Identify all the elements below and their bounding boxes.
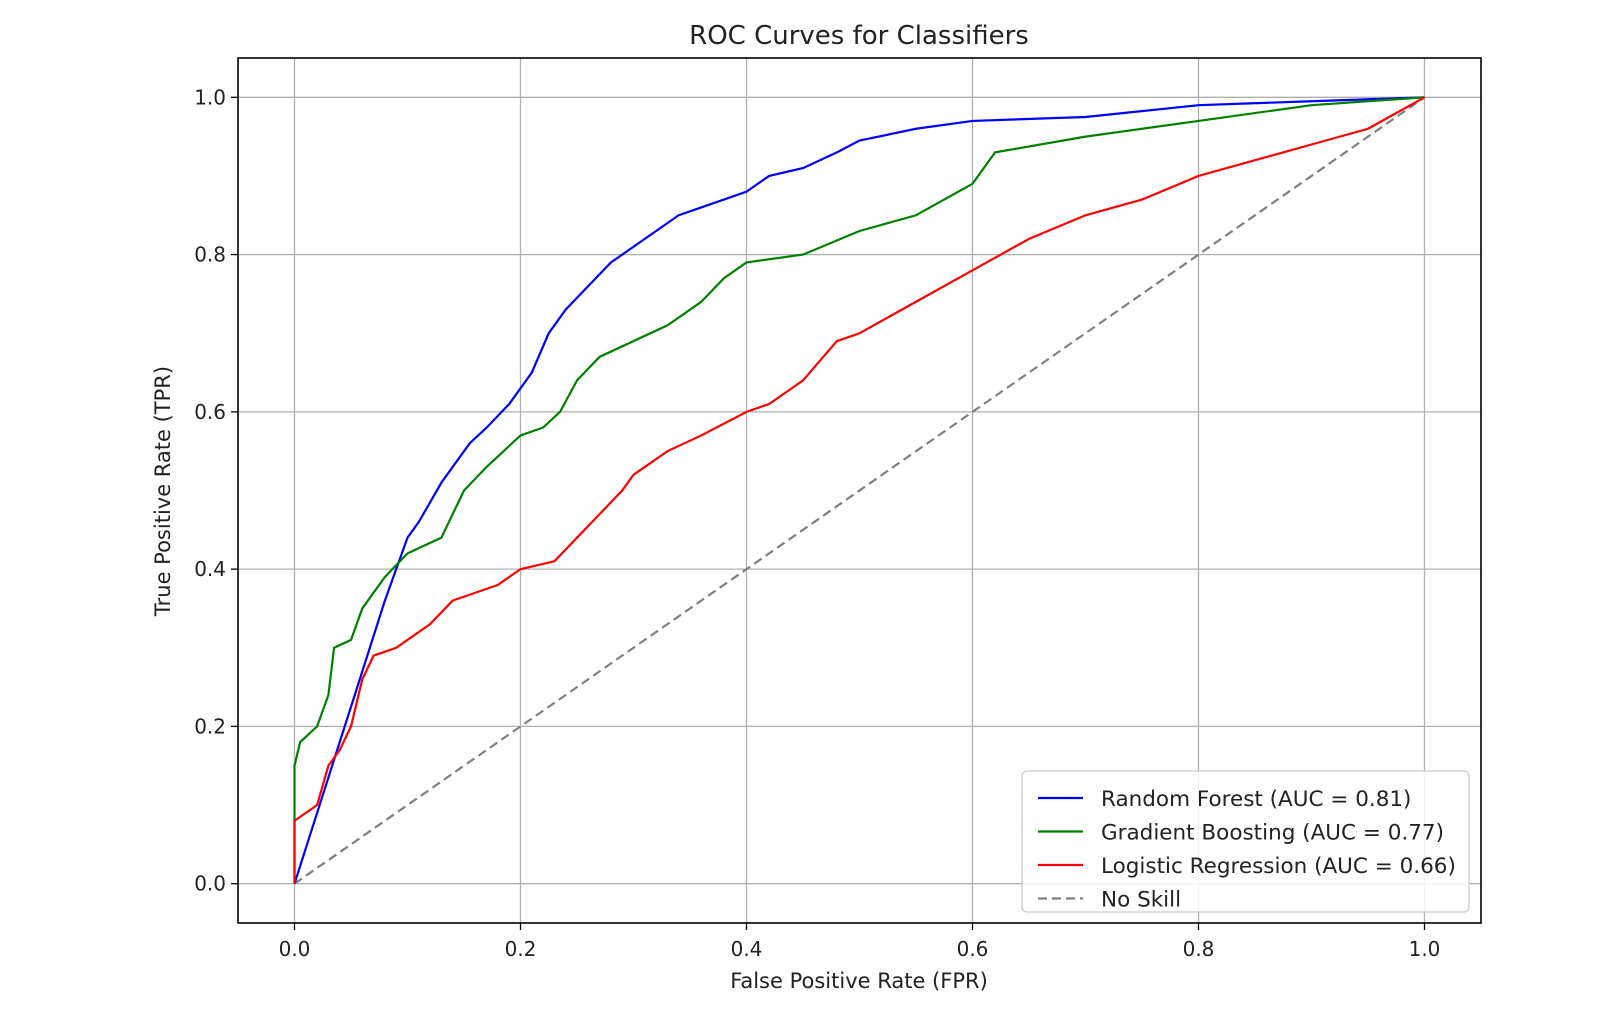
- series-line-random-forest: [293, 96, 1425, 885]
- legend-box: [1021, 770, 1470, 913]
- x-tick-label: 0.0: [279, 937, 311, 961]
- x-tick-label: 0.6: [957, 937, 989, 961]
- x-tick-label: 1.0: [1409, 937, 1441, 961]
- y-tick-label: 0.8: [194, 243, 226, 267]
- grid-lines: [238, 58, 1481, 923]
- x-tick-label: 0.2: [505, 937, 537, 961]
- legend-label: Logistic Regression (AUC = 0.66): [1101, 854, 1456, 879]
- series-line-no-skill: [293, 96, 1426, 885]
- legend-label: Random Forest (AUC = 0.81): [1101, 787, 1411, 812]
- axis-ticks: 0.0 0.2 0.4 0.6 0.8 1.0 0.0 0.2 0.4 0.6 0.8 1.0: [194, 85, 1440, 961]
- chart-title: ROC Curves for Classifiers: [689, 21, 1029, 51]
- plot-series: [293, 96, 1426, 885]
- plot-frame: [237, 57, 1482, 924]
- y-tick-label: 0.6: [194, 400, 226, 424]
- y-axis-label: True Positive Rate (TPR): [151, 366, 175, 617]
- legend-items: Random Forest (AUC = 0.81) Gradient Boost…: [1038, 787, 1456, 913]
- x-tick-label: 0.4: [731, 937, 763, 961]
- legend-label: No Skill: [1101, 888, 1181, 913]
- y-tick-label: 0.0: [194, 872, 226, 896]
- x-tick-label: 0.8: [1183, 937, 1215, 961]
- series-line-gradient-boosting: [293, 96, 1425, 884]
- y-tick-label: 0.4: [194, 557, 226, 581]
- legend-label: Gradient Boosting (AUC = 0.77): [1101, 821, 1444, 846]
- y-tick-label: 1.0: [194, 85, 226, 109]
- series-line-logistic-regression: [293, 96, 1426, 884]
- y-tick-label: 0.2: [194, 714, 226, 738]
- x-axis-label: False Positive Rate (FPR): [730, 969, 988, 993]
- legend: Random Forest (AUC = 0.81) Gradient Boost…: [1021, 770, 1470, 913]
